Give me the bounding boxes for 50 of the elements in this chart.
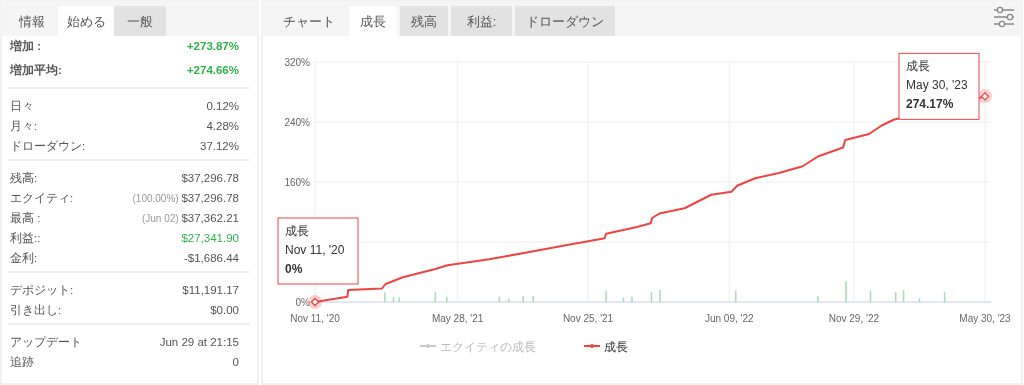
- y-tick-label: 0%: [295, 297, 311, 308]
- text: 増加平均:: [9, 63, 62, 76]
- text: ドローダウン:: [10, 140, 86, 152]
- x-tick-label: Nov 25, '21: [562, 313, 614, 324]
- x-tick-label: May 30, '23: [959, 313, 1012, 324]
- text: 一般: [127, 14, 153, 29]
- text: 0: [232, 356, 239, 368]
- text: デポジット:: [10, 284, 74, 296]
- text: 利益:: [466, 14, 497, 29]
- text: +273.87%: [186, 40, 239, 52]
- text: 成長: [360, 14, 386, 29]
- text: +274.66%: [186, 64, 239, 76]
- text: $11,191.17: [182, 284, 239, 296]
- text: 残高:: [10, 171, 38, 184]
- text: 4.28%: [206, 120, 239, 132]
- annotation: 成長 May 30, '23 274.17%: [906, 59, 968, 112]
- text: $37,296.78: [181, 172, 239, 184]
- x-tick-label: Jun 09, '22: [704, 313, 754, 324]
- annotation: 成長 Nov 11, '20 0%: [285, 224, 345, 276]
- x-tick-label: Nov 29, '22: [828, 313, 880, 324]
- legend-label: 成長: [604, 340, 628, 354]
- text: 始める: [66, 14, 106, 29]
- text: 利益::: [10, 232, 41, 244]
- text: 増加 :: [9, 39, 42, 52]
- text: 引き出し:: [10, 304, 62, 317]
- text: 情報: [18, 14, 45, 29]
- text: チャート: [283, 14, 335, 29]
- text: 追跡: [10, 355, 34, 368]
- x-tick-label: May 28, '21: [431, 313, 484, 324]
- text: Jun 29 at 21:15: [159, 336, 239, 348]
- x-tick-label: Nov 11, '20: [290, 313, 341, 324]
- text: 金利:: [10, 252, 38, 264]
- text: アップデート: [10, 335, 82, 348]
- text: $27,341.90: [181, 232, 239, 244]
- text: 月々:: [10, 120, 38, 132]
- text: 0.12%: [206, 100, 239, 112]
- text: (100.00%) $37,296.78: [132, 192, 239, 204]
- y-tick-label: 320%: [284, 57, 311, 68]
- text: $0.00: [210, 304, 239, 316]
- legend-label: エクイティの成長: [440, 340, 536, 354]
- text: 日々: [10, 100, 34, 112]
- text: 37.12%: [199, 140, 239, 152]
- y-tick-label: 240%: [284, 117, 311, 128]
- text: エクイティ:: [10, 192, 74, 204]
- text: (Jun 02) $37,362.21: [141, 212, 239, 224]
- text: 残高: [411, 14, 437, 29]
- text: 最高 :: [10, 211, 41, 224]
- text: -$1,686.44: [184, 252, 240, 264]
- y-tick-label: 160%: [284, 177, 311, 188]
- text: ドローダウン: [526, 14, 604, 29]
